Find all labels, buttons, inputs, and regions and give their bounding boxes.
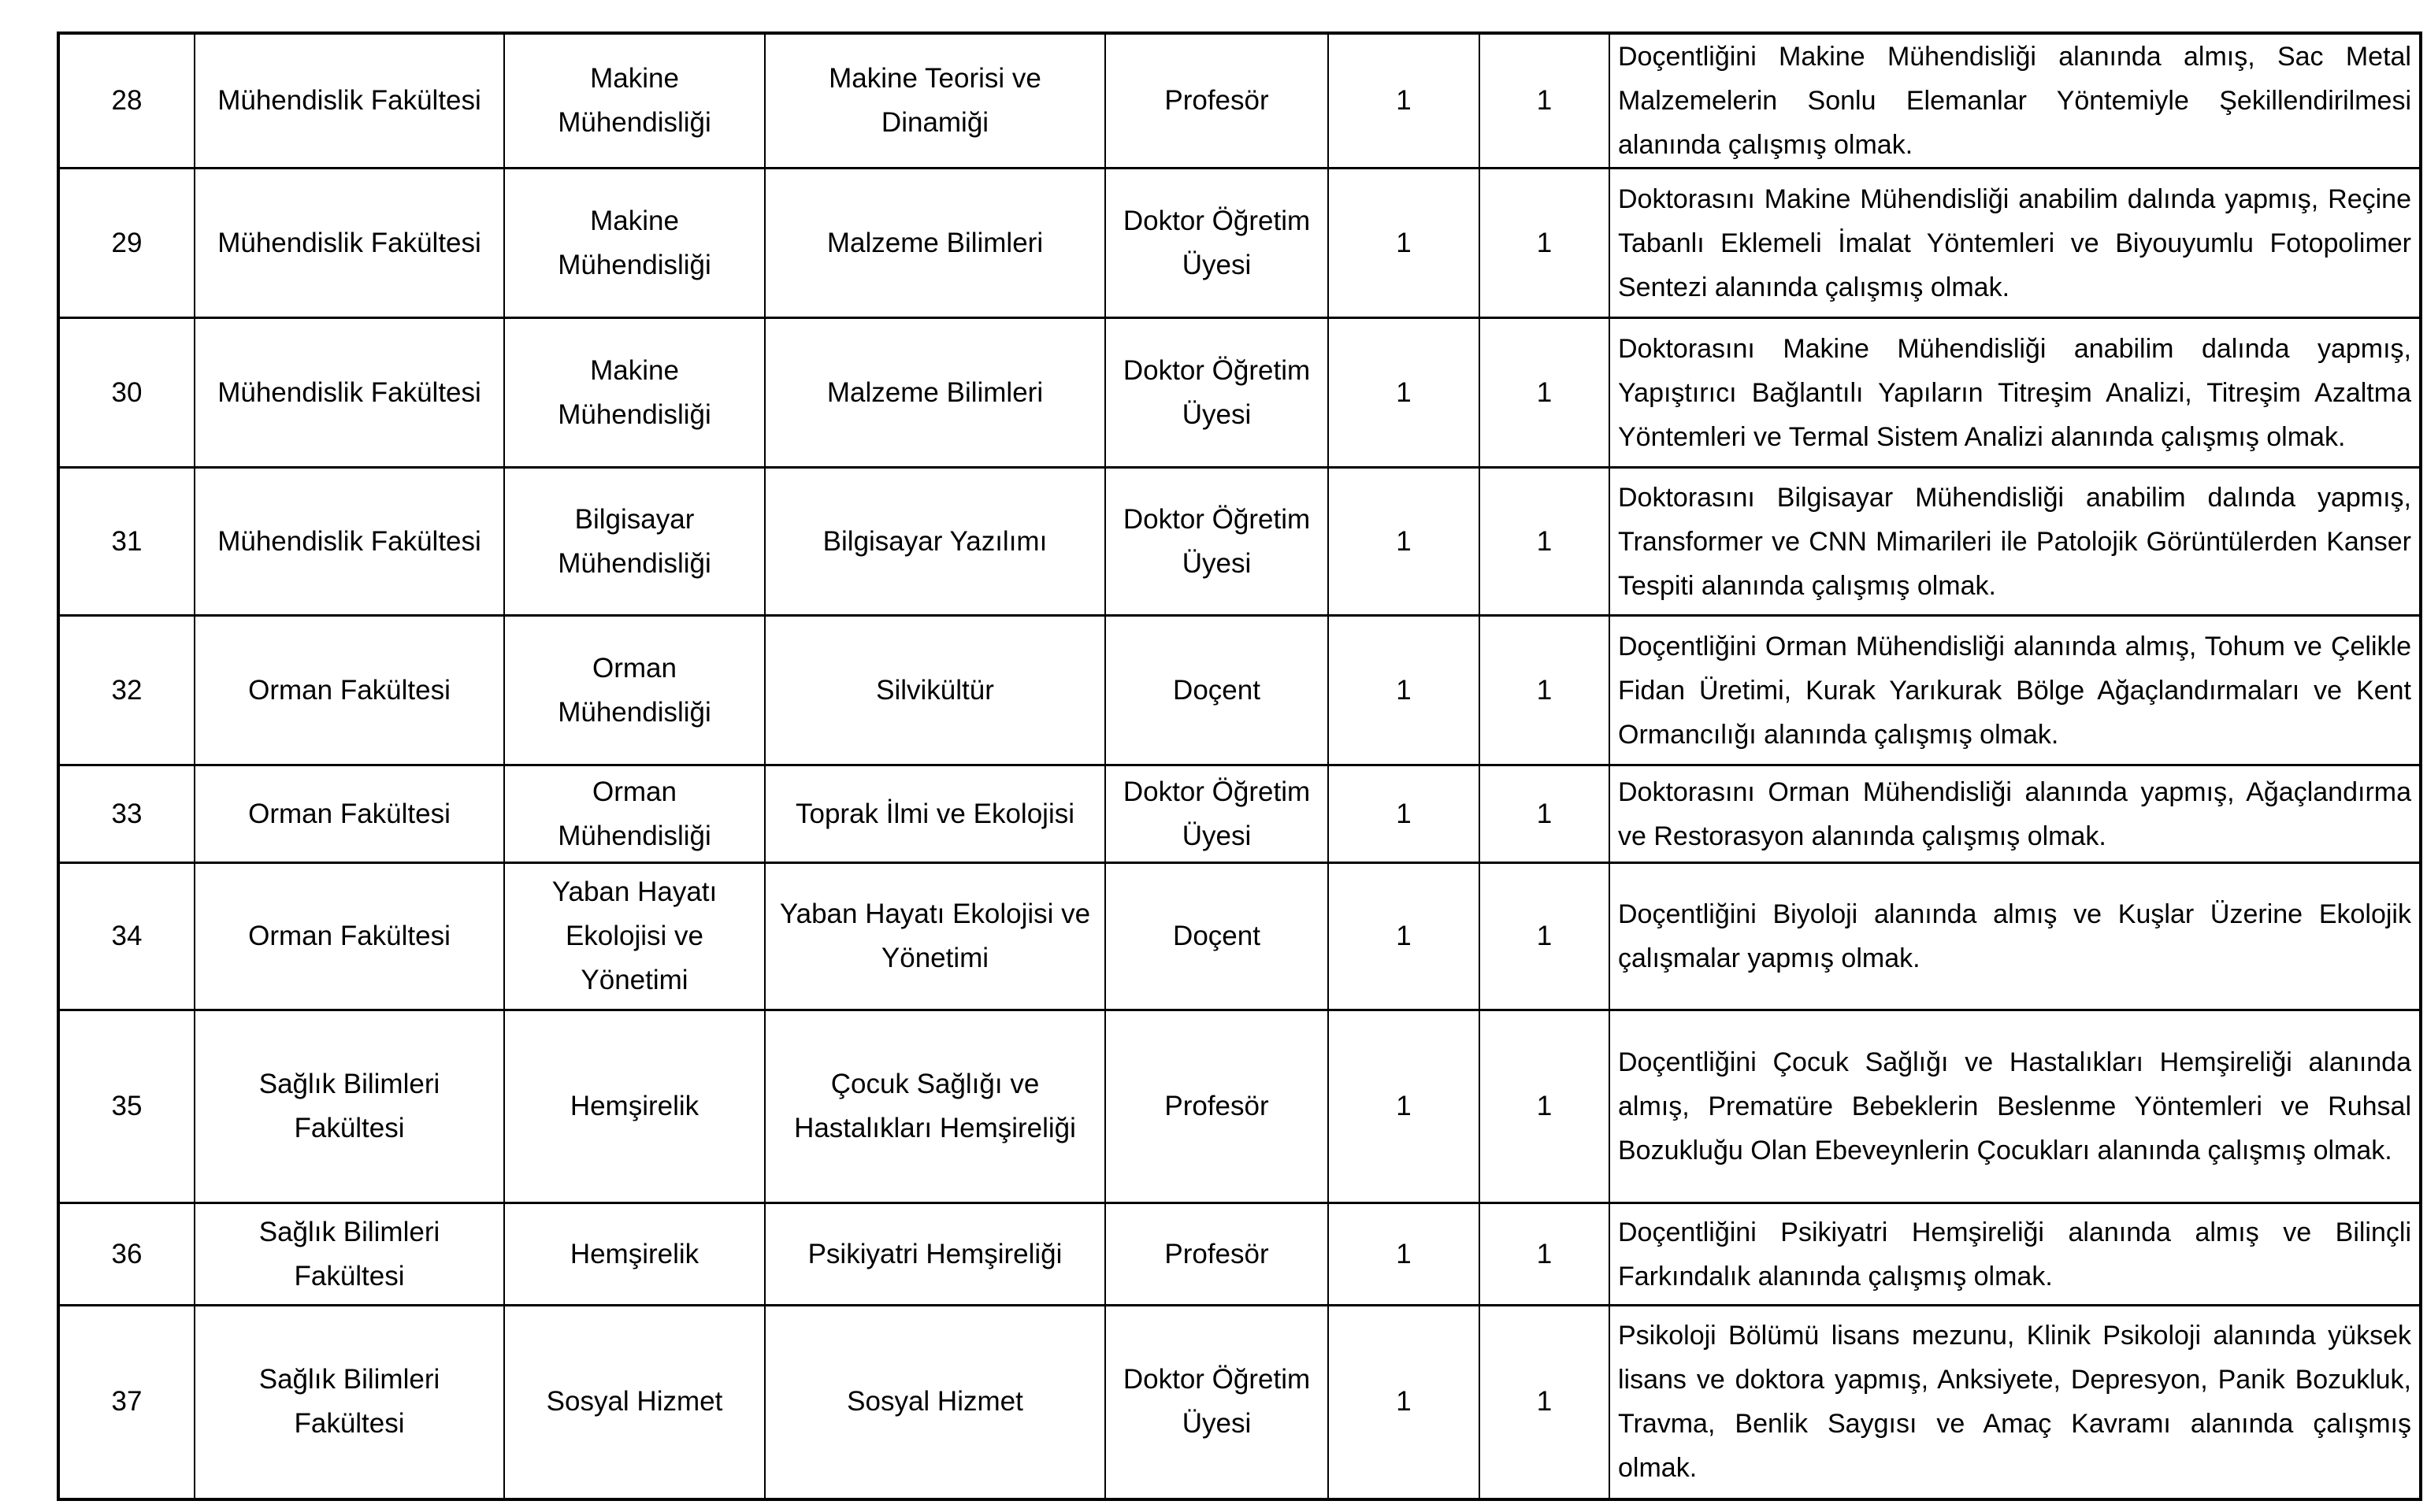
cell-title: Doçent <box>1104 862 1329 1011</box>
cell-program: Sosyal Hizmet <box>764 1304 1106 1500</box>
cell-program: Bilgisayar Yazılımı <box>764 466 1106 617</box>
cell-title: Doktor Öğretim Üyesi <box>1104 1304 1329 1500</box>
cell-requirement: Doçentliğini Psikiyatri Hemşireliği alan… <box>1609 1202 2421 1306</box>
cell-program: Silvikültür <box>764 614 1106 766</box>
cell-row-number: 34 <box>58 862 195 1011</box>
cell-row-number: 31 <box>58 466 195 617</box>
table-row: 35 Sağlık Bilimleri Fakültesi Hemşirelik… <box>58 1009 2421 1204</box>
cell-count-2: 1 <box>1479 167 1610 319</box>
cell-count-1: 1 <box>1327 1304 1480 1500</box>
cell-row-number: 35 <box>58 1009 195 1204</box>
cell-title: Doçent <box>1104 614 1329 766</box>
cell-title: Profesör <box>1104 1202 1329 1306</box>
cell-faculty: Mühendislik Fakültesi <box>194 32 505 169</box>
cell-row-number: 28 <box>58 32 195 169</box>
cell-title: Doktor Öğretim Üyesi <box>1104 764 1329 864</box>
cell-faculty: Mühendislik Fakültesi <box>194 466 505 617</box>
cell-count-2: 1 <box>1479 317 1610 469</box>
cell-row-number: 37 <box>58 1304 195 1500</box>
cell-count-1: 1 <box>1327 466 1480 617</box>
cell-count-1: 1 <box>1327 167 1480 319</box>
cell-count-1: 1 <box>1327 1202 1480 1306</box>
cell-faculty: Sağlık Bilimleri Fakültesi <box>194 1202 505 1306</box>
cell-program: Yaban Hayatı Ekolojisi ve Yönetimi <box>764 862 1106 1011</box>
cell-count-2: 1 <box>1479 32 1610 169</box>
table-row: 29 Mühendislik Fakültesi Makine Mühendis… <box>58 167 2421 319</box>
cell-title: Profesör <box>1104 32 1329 169</box>
table-row: 37 Sağlık Bilimleri Fakültesi Sosyal Hiz… <box>58 1304 2421 1500</box>
cell-faculty: Sağlık Bilimleri Fakültesi <box>194 1304 505 1500</box>
cell-department: Orman Mühendisliği <box>503 764 766 864</box>
cell-requirement: Doçentliğini Biyoloji alanında almış ve … <box>1609 862 2421 1011</box>
cell-count-1: 1 <box>1327 614 1480 766</box>
cell-program: Malzeme Bilimleri <box>764 317 1106 469</box>
cell-title: Doktor Öğretim Üyesi <box>1104 317 1329 469</box>
cell-requirement: Doçentliğini Orman Mühendisliği alanında… <box>1609 614 2421 766</box>
cell-faculty: Mühendislik Fakültesi <box>194 317 505 469</box>
cell-faculty: Sağlık Bilimleri Fakültesi <box>194 1009 505 1204</box>
cell-department: Yaban Hayatı Ekolojisi ve Yönetimi <box>503 862 766 1011</box>
table-row: 36 Sağlık Bilimleri Fakültesi Hemşirelik… <box>58 1202 2421 1306</box>
cell-faculty: Orman Fakültesi <box>194 614 505 766</box>
cell-count-2: 1 <box>1479 764 1610 864</box>
cell-title: Doktor Öğretim Üyesi <box>1104 466 1329 617</box>
cell-count-2: 1 <box>1479 1202 1610 1306</box>
cell-department: Makine Mühendisliği <box>503 32 766 169</box>
cell-row-number: 32 <box>58 614 195 766</box>
cell-faculty: Orman Fakültesi <box>194 764 505 864</box>
table-row: 33 Orman Fakültesi Orman Mühendisliği To… <box>58 764 2421 864</box>
cell-count-1: 1 <box>1327 32 1480 169</box>
cell-department: Hemşirelik <box>503 1009 766 1204</box>
cell-program: Makine Teorisi ve Dinamiği <box>764 32 1106 169</box>
table-body: 28 Mühendislik Fakültesi Makine Mühendis… <box>58 32 2421 1500</box>
cell-department: Orman Mühendisliği <box>503 614 766 766</box>
cell-count-2: 1 <box>1479 466 1610 617</box>
cell-requirement: Doçentliğini Çocuk Sağlığı ve Hastalıkla… <box>1609 1009 2421 1204</box>
cell-requirement: Doktorasını Orman Mühendisliği alanında … <box>1609 764 2421 864</box>
cell-faculty: Orman Fakültesi <box>194 862 505 1011</box>
cell-program: Çocuk Sağlığı ve Hastalıkları Hemşireliğ… <box>764 1009 1106 1204</box>
cell-requirement: Psikoloji Bölümü lisans mezunu, Klinik P… <box>1609 1304 2421 1500</box>
cell-row-number: 29 <box>58 167 195 319</box>
table-row: 32 Orman Fakültesi Orman Mühendisliği Si… <box>58 614 2421 766</box>
cell-program: Toprak İlmi ve Ekolojisi <box>764 764 1106 864</box>
cell-row-number: 36 <box>58 1202 195 1306</box>
cell-count-1: 1 <box>1327 764 1480 864</box>
cell-program: Malzeme Bilimleri <box>764 167 1106 319</box>
cell-requirement: Doçentliğini Makine Mühendisliği alanınd… <box>1609 32 2421 169</box>
table-row: 28 Mühendislik Fakültesi Makine Mühendis… <box>58 32 2421 169</box>
cell-department: Sosyal Hizmet <box>503 1304 766 1500</box>
cell-department: Makine Mühendisliği <box>503 317 766 469</box>
cell-count-2: 1 <box>1479 614 1610 766</box>
cell-row-number: 33 <box>58 764 195 864</box>
cell-program: Psikiyatri Hemşireliği <box>764 1202 1106 1306</box>
cell-count-1: 1 <box>1327 862 1480 1011</box>
table-row: 30 Mühendislik Fakültesi Makine Mühendis… <box>58 317 2421 469</box>
cell-row-number: 30 <box>58 317 195 469</box>
cell-department: Hemşirelik <box>503 1202 766 1306</box>
cell-faculty: Mühendislik Fakültesi <box>194 167 505 319</box>
cell-count-2: 1 <box>1479 1009 1610 1204</box>
cell-department: Makine Mühendisliği <box>503 167 766 319</box>
cell-department: Bilgisayar Mühendisliği <box>503 466 766 617</box>
cell-count-1: 1 <box>1327 1009 1480 1204</box>
table-row: 34 Orman Fakültesi Yaban Hayatı Ekolojis… <box>58 862 2421 1011</box>
cell-title: Profesör <box>1104 1009 1329 1204</box>
cell-requirement: Doktorasını Bilgisayar Mühendisliği anab… <box>1609 466 2421 617</box>
academic-positions-table: 28 Mühendislik Fakültesi Makine Mühendis… <box>57 32 2422 1501</box>
cell-requirement: Doktorasını Makine Mühendisliği anabilim… <box>1609 167 2421 319</box>
cell-count-2: 1 <box>1479 862 1610 1011</box>
cell-title: Doktor Öğretim Üyesi <box>1104 167 1329 319</box>
cell-count-1: 1 <box>1327 317 1480 469</box>
cell-count-2: 1 <box>1479 1304 1610 1500</box>
table-row: 31 Mühendislik Fakültesi Bilgisayar Mühe… <box>58 466 2421 617</box>
cell-requirement: Doktorasını Makine Mühendisliği anabilim… <box>1609 317 2421 469</box>
